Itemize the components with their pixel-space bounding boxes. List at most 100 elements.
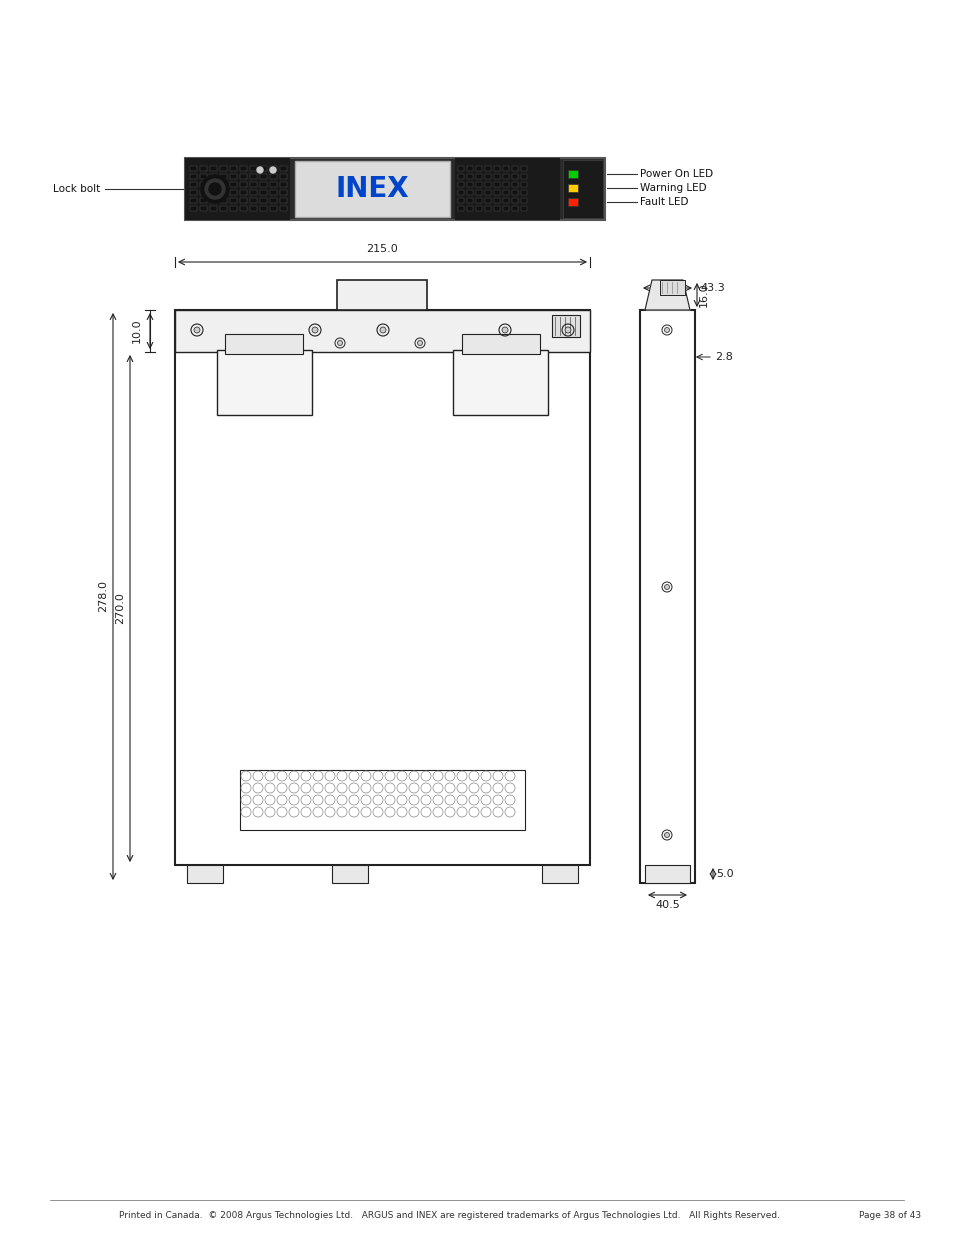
Text: Warning LED: Warning LED — [639, 183, 706, 193]
Bar — [467, 190, 473, 195]
Text: Fault LED: Fault LED — [639, 198, 688, 207]
Bar — [280, 174, 287, 179]
Circle shape — [664, 584, 669, 589]
Bar — [270, 174, 276, 179]
Bar — [270, 206, 276, 211]
Text: Page 38 of 43: Page 38 of 43 — [858, 1210, 920, 1219]
Circle shape — [256, 167, 263, 173]
Circle shape — [337, 341, 342, 346]
Bar — [200, 190, 207, 195]
Bar — [260, 206, 267, 211]
Bar — [337, 280, 427, 310]
Bar — [484, 174, 491, 179]
Bar — [484, 206, 491, 211]
Bar — [210, 206, 216, 211]
Bar — [659, 280, 684, 295]
Bar — [520, 198, 526, 203]
Bar — [457, 174, 463, 179]
Bar — [200, 182, 207, 186]
Bar — [270, 165, 276, 170]
Bar — [210, 165, 216, 170]
Text: 10.0: 10.0 — [132, 319, 142, 343]
Bar — [190, 182, 196, 186]
Bar — [467, 206, 473, 211]
Bar — [190, 198, 196, 203]
Text: 215.0: 215.0 — [366, 245, 398, 254]
Circle shape — [379, 327, 386, 333]
Bar — [174, 310, 589, 352]
Bar — [190, 174, 196, 179]
Bar — [240, 198, 247, 203]
Bar — [502, 190, 509, 195]
Bar — [484, 182, 491, 186]
Bar — [520, 190, 526, 195]
Bar — [502, 165, 509, 170]
Bar — [520, 174, 526, 179]
Bar — [512, 165, 517, 170]
Bar — [190, 165, 196, 170]
Text: Lock bolt: Lock bolt — [52, 184, 100, 194]
Bar — [240, 182, 247, 186]
Bar — [520, 165, 526, 170]
Bar — [502, 198, 509, 203]
Bar — [494, 190, 499, 195]
Bar — [280, 190, 287, 195]
Bar — [476, 190, 481, 195]
Text: 2.8: 2.8 — [714, 352, 732, 362]
Bar — [639, 310, 695, 883]
Bar — [250, 165, 256, 170]
Bar — [190, 206, 196, 211]
Bar — [230, 190, 236, 195]
Bar — [200, 206, 207, 211]
Bar — [512, 198, 517, 203]
Bar — [270, 198, 276, 203]
Bar — [240, 174, 247, 179]
Text: 5.0: 5.0 — [716, 869, 733, 879]
Bar — [230, 198, 236, 203]
Circle shape — [270, 167, 275, 173]
Bar — [494, 174, 499, 179]
Bar — [250, 174, 256, 179]
Bar — [220, 206, 227, 211]
Bar — [280, 165, 287, 170]
Bar — [260, 165, 267, 170]
Bar — [294, 161, 450, 217]
Bar — [260, 198, 267, 203]
Polygon shape — [644, 280, 689, 310]
Bar — [220, 198, 227, 203]
Bar — [240, 165, 247, 170]
Bar — [280, 206, 287, 211]
Bar — [250, 206, 256, 211]
Bar — [200, 165, 207, 170]
Bar — [185, 158, 604, 220]
Bar — [455, 158, 559, 220]
Bar — [185, 158, 290, 220]
Text: INEX: INEX — [335, 175, 409, 203]
Bar — [457, 190, 463, 195]
Text: 16.0: 16.0 — [699, 283, 708, 308]
Bar — [280, 182, 287, 186]
Bar — [494, 182, 499, 186]
Text: 43.3: 43.3 — [700, 283, 724, 293]
Bar — [484, 165, 491, 170]
Bar — [467, 182, 473, 186]
Bar — [520, 182, 526, 186]
Bar — [280, 198, 287, 203]
Bar — [240, 190, 247, 195]
Bar — [502, 206, 509, 211]
Bar — [520, 206, 526, 211]
Bar — [220, 165, 227, 170]
Bar — [484, 190, 491, 195]
Bar — [512, 190, 517, 195]
Bar — [220, 182, 227, 186]
Text: Printed in Canada.  © 2008 Argus Technologies Ltd.   ARGUS and INEX are register: Printed in Canada. © 2008 Argus Technolo… — [119, 1210, 780, 1219]
Bar — [502, 182, 509, 186]
Bar — [230, 182, 236, 186]
Bar — [541, 864, 578, 883]
Bar — [494, 165, 499, 170]
Bar — [467, 198, 473, 203]
Bar — [332, 864, 368, 883]
Circle shape — [193, 327, 200, 333]
Bar — [187, 864, 223, 883]
Bar — [457, 206, 463, 211]
